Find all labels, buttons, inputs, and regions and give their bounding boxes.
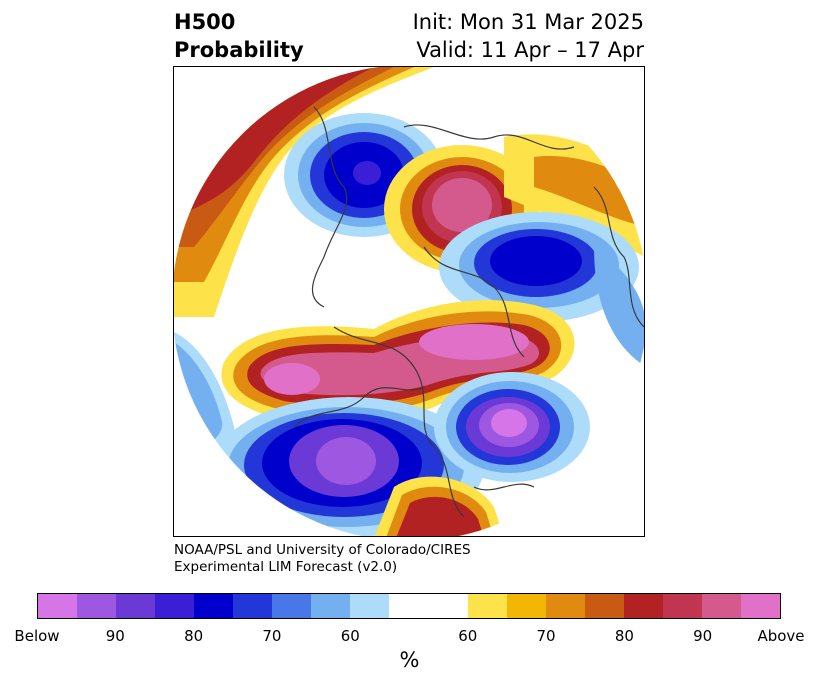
- colorbar-swatch: [389, 594, 429, 618]
- colorbar-tick-label: 60: [340, 627, 360, 645]
- colorbar-swatch: [662, 594, 702, 618]
- coastlines: [293, 106, 644, 518]
- colorbar-swatch: [194, 594, 234, 618]
- forecast-dates: Init: Mon 31 Mar 2025 Valid: 11 Apr – 17…: [413, 8, 644, 64]
- colorbar-swatch: [467, 594, 507, 618]
- colorbar-swatch: [311, 594, 351, 618]
- anomaly-east-below: [439, 212, 639, 322]
- credit-text: NOAA/PSL and University of Colorado/CIRE…: [174, 542, 471, 576]
- title-line-1: H500: [174, 10, 236, 34]
- anomaly-east-edge-below: [594, 247, 644, 367]
- anomaly-south-above: [374, 476, 504, 536]
- colorbar-tick-label: 90: [693, 627, 713, 645]
- title-line-2: Probability: [174, 38, 304, 62]
- init-date: Init: Mon 31 Mar 2025: [412, 10, 644, 34]
- colorbar-tick-label: Below: [14, 627, 60, 645]
- colorbar-ticks: Below 90 80 70 60 60 70 80 90 Above: [14, 627, 804, 647]
- colorbar-swatch: [38, 594, 78, 618]
- colorbar-swatch: [701, 594, 741, 618]
- colorbar-tick-label: 80: [184, 627, 204, 645]
- colorbar-swatch: [272, 594, 312, 618]
- colorbar-unit: %: [399, 648, 420, 672]
- colorbar-tick-label: Above: [757, 627, 805, 645]
- colorbar-swatch: [155, 594, 195, 618]
- colorbar-tick-label: 70: [262, 627, 282, 645]
- credit-line-1: NOAA/PSL and University of Colorado/CIRE…: [174, 542, 471, 558]
- anomaly-se-below: [434, 372, 590, 482]
- map-title: H500 Probability: [174, 8, 304, 64]
- colorbar-tick-label: 90: [105, 627, 125, 645]
- colorbar: [37, 593, 781, 619]
- colorbar-swatch: [233, 594, 273, 618]
- colorbar-tick-label: 60: [458, 627, 478, 645]
- colorbar-tick-label: 80: [614, 627, 634, 645]
- probability-map: [174, 67, 644, 536]
- colorbar-swatch: [350, 594, 390, 618]
- colorbar-swatch: [77, 594, 117, 618]
- map-panel: [173, 66, 645, 537]
- valid-range: Valid: 11 Apr – 17 Apr: [416, 38, 644, 62]
- colorbar-swatch: [428, 594, 468, 618]
- colorbar-swatch: [740, 594, 780, 618]
- colorbar-swatch: [623, 594, 663, 618]
- credit-line-2: Experimental LIM Forecast (v2.0): [174, 559, 398, 575]
- colorbar-swatch: [116, 594, 156, 618]
- colorbar-swatch: [545, 594, 585, 618]
- colorbar-swatch: [584, 594, 624, 618]
- colorbar-swatch: [506, 594, 546, 618]
- colorbar-tick-label: 70: [536, 627, 556, 645]
